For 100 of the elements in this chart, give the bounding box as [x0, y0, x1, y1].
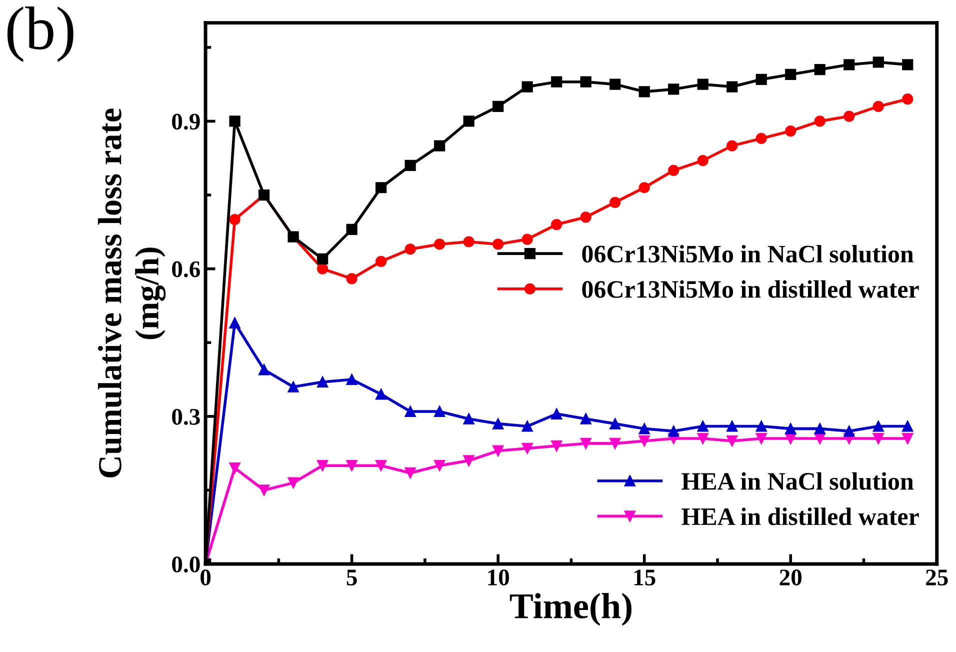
point	[697, 432, 708, 444]
y-tick-label: 0.3	[172, 408, 200, 425]
legend-label: HEA in NaCl solution	[682, 472, 914, 490]
point	[697, 420, 708, 432]
point	[404, 467, 416, 479]
point	[463, 236, 474, 248]
point	[317, 263, 328, 274]
point	[376, 388, 387, 400]
legend-label: 06Cr13Ni5Mo in distilled water	[582, 280, 919, 298]
point	[258, 364, 270, 376]
point	[288, 381, 299, 392]
point	[317, 253, 328, 265]
point	[902, 420, 914, 432]
point	[288, 477, 299, 488]
point	[229, 462, 240, 474]
point	[610, 78, 621, 90]
point	[638, 435, 650, 447]
text: (b)	[7, 6, 74, 62]
point	[902, 432, 914, 444]
point	[872, 100, 884, 112]
point	[756, 432, 767, 444]
point	[580, 76, 592, 88]
point	[610, 418, 621, 430]
point	[492, 100, 504, 112]
point	[463, 116, 474, 127]
point	[376, 182, 387, 194]
point	[814, 116, 826, 127]
point	[229, 317, 240, 328]
y-axis-title: Cumulative mass loss rate (mg/h)	[98, 108, 166, 478]
point	[404, 244, 416, 255]
point	[756, 132, 767, 144]
x-axis-title: Time(h)	[510, 593, 632, 626]
point	[492, 238, 504, 250]
point	[668, 84, 680, 95]
point	[814, 64, 826, 76]
point	[668, 164, 680, 176]
point	[872, 420, 884, 432]
x-tick-label: 5	[346, 570, 357, 586]
point	[522, 420, 533, 432]
point	[492, 445, 504, 456]
point	[492, 418, 504, 430]
x-tick-label: 25	[926, 570, 948, 586]
point	[522, 81, 533, 92]
point	[434, 140, 446, 152]
point	[522, 442, 533, 454]
point	[404, 406, 416, 418]
point	[229, 214, 240, 226]
point	[580, 413, 592, 424]
point	[785, 125, 796, 137]
point	[551, 218, 562, 230]
point	[844, 110, 855, 122]
point	[638, 86, 650, 98]
point	[697, 78, 708, 90]
point	[551, 408, 562, 420]
point	[317, 460, 328, 472]
point	[785, 423, 796, 434]
x-tick-label: 0	[200, 570, 211, 586]
point	[551, 76, 562, 88]
point	[814, 423, 826, 434]
legend-label: 06Cr13Ni5Mo in NaCl solution	[582, 244, 914, 263]
point	[346, 273, 358, 284]
point	[434, 238, 446, 250]
x-tick-label: 10	[488, 570, 509, 586]
point	[638, 182, 650, 194]
point	[872, 56, 884, 68]
x-tick-label: 20	[780, 570, 802, 586]
point	[580, 212, 592, 223]
point	[726, 420, 738, 432]
point	[785, 68, 796, 80]
point	[463, 413, 474, 424]
point	[522, 234, 533, 245]
x-tick-label: 15	[634, 570, 656, 586]
point	[551, 440, 562, 452]
point	[229, 116, 240, 127]
point	[726, 140, 738, 152]
point	[726, 81, 738, 92]
legend-label: HEA in distilled water	[682, 508, 919, 526]
point	[610, 196, 621, 208]
point	[697, 155, 708, 166]
point	[902, 59, 914, 70]
point	[756, 420, 767, 432]
point	[872, 432, 884, 444]
point	[346, 460, 358, 472]
point	[844, 426, 855, 437]
point	[610, 438, 621, 450]
point	[317, 376, 328, 388]
point	[668, 426, 680, 437]
point	[434, 460, 446, 472]
point	[376, 256, 387, 267]
y-tick-label: 0.0	[172, 556, 200, 573]
point	[404, 160, 416, 172]
point	[258, 484, 270, 496]
point	[346, 374, 358, 386]
point	[463, 455, 474, 466]
point	[756, 74, 767, 85]
point	[434, 406, 446, 418]
point	[844, 59, 855, 70]
point	[726, 435, 738, 447]
point	[902, 94, 914, 105]
point	[346, 224, 358, 235]
